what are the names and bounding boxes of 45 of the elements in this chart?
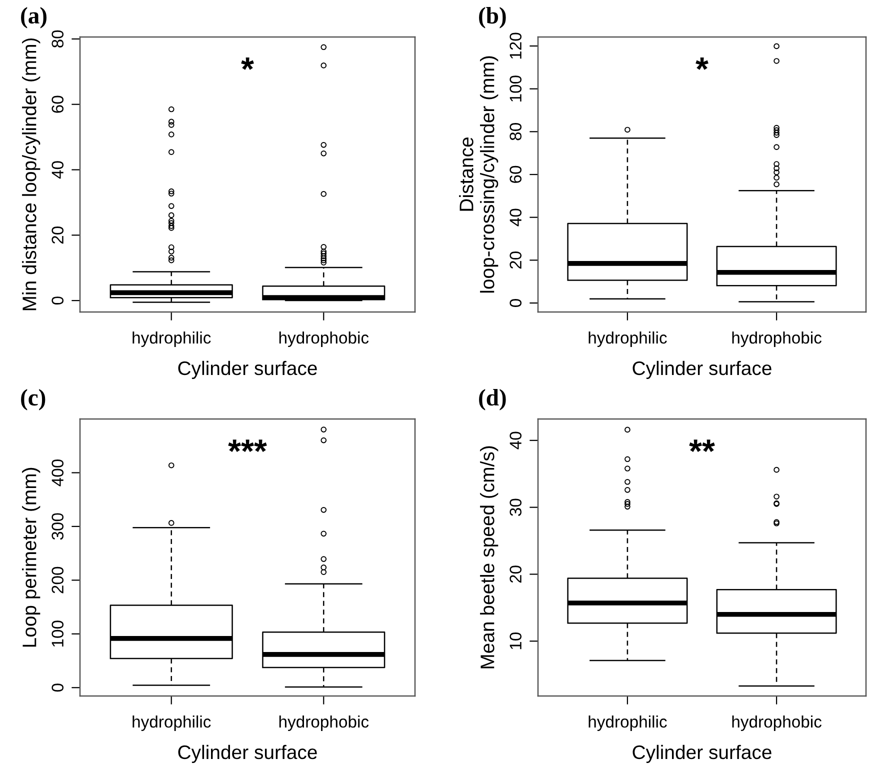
- annotation: *: [696, 57, 708, 70]
- x-tick-label: hydrophobic: [732, 715, 822, 731]
- x-tick-label: hydrophobic: [279, 331, 369, 347]
- x-tick-label: hydrophobic: [279, 715, 369, 731]
- x-tick-label: hydrophilic: [588, 715, 667, 731]
- x-tick-label: hydrophilic: [588, 331, 667, 347]
- y-tick-label: 40: [510, 208, 522, 226]
- y-tick-label: 0: [510, 299, 522, 307]
- y-tick-label: 80: [510, 123, 522, 140]
- x-axis-title: Cylinder surface: [178, 744, 317, 763]
- x-tick-label: hydrophobic: [732, 331, 822, 347]
- x-axis-title: Cylinder surface: [632, 360, 772, 379]
- y-tick-label: 300: [52, 513, 64, 540]
- y-tick-label: 60: [52, 96, 64, 113]
- y-axis-title: Min distance loop/cylinder (mm): [22, 38, 40, 310]
- annotation: **: [689, 440, 715, 452]
- y-tick-label: 40: [52, 161, 64, 179]
- y-axis-title: Loop perimeter (mm): [22, 468, 40, 647]
- y-tick-label: 100: [52, 620, 64, 647]
- y-tick-label: 80: [52, 30, 64, 48]
- x-tick-label: hydrophilic: [132, 715, 211, 731]
- y-tick-label: 20: [510, 252, 522, 269]
- chart-title: (d): [479, 389, 506, 410]
- y-tick-label: 400: [52, 459, 64, 486]
- x-axis-title: Cylinder surface: [632, 744, 772, 763]
- x-axis-title: Cylinder surface: [178, 360, 317, 379]
- y-axis-title: Mean beetle speed (cm/s): [480, 446, 498, 668]
- chart-title: (b): [479, 7, 506, 28]
- annotation: *: [241, 57, 254, 70]
- y-tick-label: 40: [510, 432, 522, 450]
- y-tick-label: 10: [510, 632, 522, 650]
- y-tick-label: 0: [52, 296, 64, 305]
- y-tick-label: 30: [510, 498, 522, 516]
- chart-title: (a): [21, 7, 46, 28]
- y-axis-title: Distance loop-crossing/cylinder (mm): [459, 56, 498, 293]
- x-tick-label: hydrophilic: [132, 331, 211, 347]
- chart-title: (c): [21, 389, 46, 410]
- y-tick-label: 20: [52, 226, 64, 244]
- y-tick-label: 20: [510, 566, 522, 583]
- y-tick-label: 200: [52, 566, 64, 594]
- annotation: ***: [228, 440, 267, 452]
- y-tick-label: 120: [510, 32, 522, 59]
- y-tick-label: 60: [510, 166, 522, 183]
- y-tick-label: 100: [510, 76, 522, 102]
- y-tick-label: 0: [52, 684, 64, 692]
